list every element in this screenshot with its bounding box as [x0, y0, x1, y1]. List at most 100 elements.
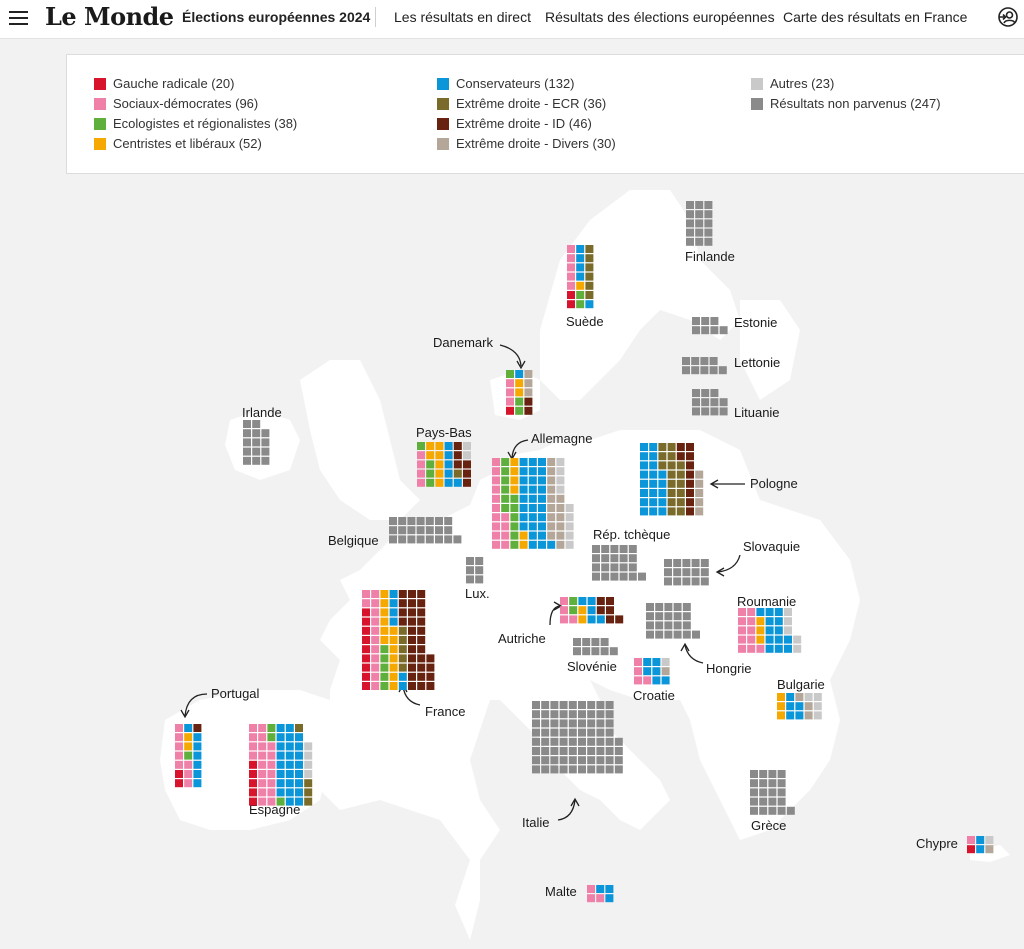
label-autriche: Autriche	[498, 631, 546, 646]
seat-np	[682, 621, 691, 630]
seat-np	[568, 710, 577, 719]
nav-link-resultats-elections[interactable]: Résultats des élections européennes	[545, 9, 775, 25]
label-slovaquie: Slovaquie	[743, 539, 800, 554]
seat-grid-15[interactable]	[560, 597, 624, 624]
seat-np	[646, 630, 654, 639]
seat-cons	[285, 733, 294, 742]
legend-swatch	[94, 78, 106, 90]
seat-id	[606, 615, 614, 624]
legend-swatch	[437, 78, 449, 90]
seat-gr	[362, 617, 370, 626]
seat-grid-11[interactable]	[466, 557, 484, 584]
seat-cons	[389, 617, 398, 626]
seat-sd	[371, 590, 380, 598]
menu-icon[interactable]	[9, 10, 28, 26]
seat-grid-18[interactable]	[738, 608, 802, 653]
seat-np	[587, 756, 596, 765]
seat-np	[686, 228, 694, 237]
seat-grid-22[interactable]	[249, 724, 313, 806]
seat-cons	[596, 615, 605, 624]
seat-cons	[295, 760, 303, 769]
seat-grid-14[interactable]	[362, 590, 435, 690]
seat-cen	[389, 645, 398, 654]
seat-sd	[492, 467, 500, 476]
seat-id	[686, 461, 694, 470]
seat-grid-20[interactable]	[777, 693, 822, 720]
seat-grid-12[interactable]	[592, 545, 646, 581]
party-legend: Gauche radicale (20) Sociaux-démocrates …	[66, 54, 1024, 174]
seat-grid-13[interactable]	[664, 559, 709, 586]
seat-np	[475, 557, 484, 565]
seat-grid-4[interactable]	[692, 389, 728, 416]
seat-grid-1[interactable]	[567, 245, 594, 309]
seat-np	[435, 535, 443, 544]
seat-ecr	[658, 461, 667, 470]
seat-grid-21[interactable]	[175, 724, 202, 788]
seat-grid-7[interactable]	[417, 442, 471, 487]
seat-id	[408, 608, 416, 617]
seat-cons	[285, 760, 294, 769]
seat-np	[532, 701, 540, 709]
account-login-icon[interactable]	[997, 6, 1019, 28]
seat-id	[596, 606, 605, 615]
seat-np	[601, 572, 610, 581]
seat-np	[710, 389, 719, 397]
seat-grid-3[interactable]	[682, 357, 727, 375]
seat-ecr	[453, 469, 462, 478]
seat-cen	[435, 451, 444, 460]
seat-div	[804, 711, 813, 720]
seat-grid-23[interactable]	[532, 701, 623, 774]
seat-sd	[501, 513, 510, 522]
seat-sd	[492, 522, 500, 531]
seat-grid-5[interactable]	[506, 370, 533, 415]
seat-grid-26[interactable]	[587, 885, 614, 903]
nav-link-carte-france[interactable]: Carte des résultats en France	[783, 9, 968, 25]
seat-np	[453, 535, 462, 544]
le-monde-logo[interactable]: Le Monde	[45, 2, 174, 31]
seat-sd	[492, 531, 500, 540]
seat-cons	[285, 788, 294, 797]
seat-grid-8[interactable]	[492, 458, 574, 549]
legend-label: Extrême droite - ID (46)	[456, 116, 592, 131]
seat-np	[605, 765, 614, 774]
seat-np	[444, 517, 453, 525]
seat-grid-25[interactable]	[967, 836, 994, 854]
nav-link-resultats-direct[interactable]: Les résultats en direct	[394, 9, 531, 25]
legend-label: Ecologistes et régionalistes (38)	[113, 116, 298, 131]
seat-ecr	[667, 452, 676, 461]
seat-grid-9[interactable]	[640, 443, 704, 516]
seat-id	[408, 663, 416, 672]
seat-np	[407, 517, 416, 525]
seat-grids	[175, 201, 994, 903]
seat-np	[389, 535, 397, 544]
seat-np	[261, 456, 270, 465]
seat-id	[408, 590, 416, 598]
seat-grid-17[interactable]	[646, 603, 700, 639]
seat-cons	[515, 370, 524, 378]
seat-ecr	[667, 479, 676, 488]
seat-grid-10[interactable]	[389, 517, 462, 544]
seat-ecr	[676, 461, 685, 470]
seat-grid-6[interactable]	[243, 420, 270, 465]
seat-aut	[565, 513, 574, 522]
seat-id	[408, 617, 416, 626]
label-lettonie: Lettonie	[734, 355, 780, 370]
seat-np	[664, 559, 672, 567]
seat-cons	[756, 608, 765, 616]
seat-np	[701, 317, 710, 325]
seat-grid-2[interactable]	[692, 317, 728, 335]
seat-cons	[528, 531, 537, 540]
seat-np	[601, 554, 610, 563]
seat-sd	[587, 894, 595, 903]
seat-grid-16[interactable]	[573, 638, 618, 656]
nav-link-elections-2024[interactable]: Élections européennes 2024	[182, 9, 371, 25]
arrow-danemark-head	[516, 360, 526, 370]
seat-cons	[444, 460, 453, 469]
seat-grid-0[interactable]	[686, 201, 713, 246]
seat-sd	[501, 531, 510, 540]
seat-cons	[519, 504, 528, 512]
seat-ver	[380, 682, 389, 690]
seat-div	[547, 531, 556, 540]
seat-grid-24[interactable]	[750, 770, 795, 815]
seat-grid-19[interactable]	[634, 658, 670, 685]
